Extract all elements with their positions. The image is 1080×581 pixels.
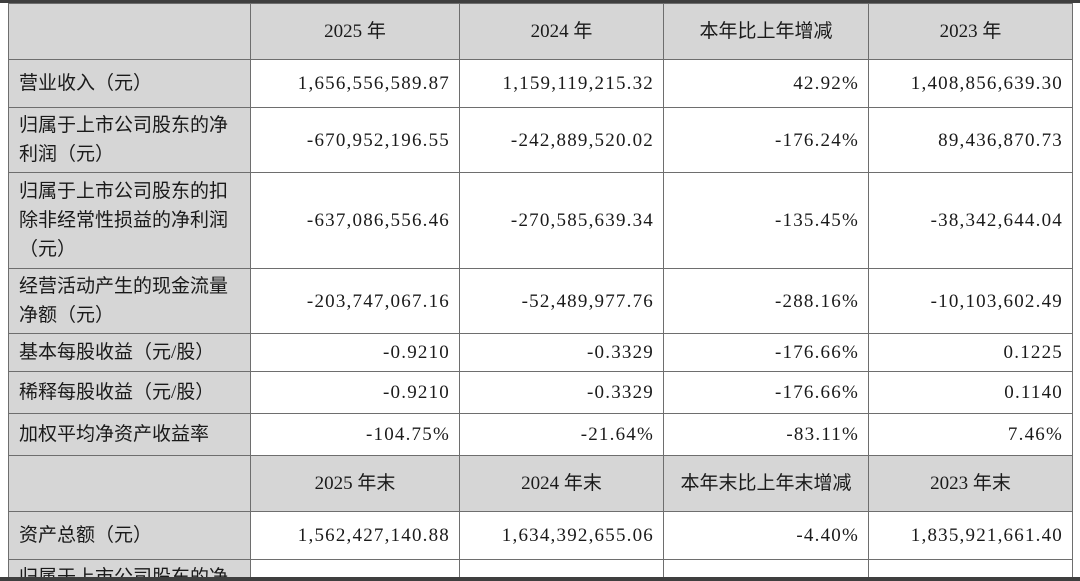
- row-label: 稀释每股收益（元/股）: [8, 371, 251, 414]
- blank-header-cell: [8, 455, 251, 512]
- bottom-rule-line: [0, 577, 1080, 581]
- table-row-total-assets: 资产总额（元） 1,562,427,140.88 1,634,392,655.0…: [8, 511, 1073, 560]
- row-label: 加权平均净资产收益率: [8, 413, 251, 456]
- header-yearend-change: 本年末比上年末增减: [663, 455, 869, 512]
- value-2025: -104.75%: [250, 413, 460, 456]
- header-2025: 2025 年: [250, 3, 460, 60]
- top-rule-line: [0, 0, 1080, 3]
- row-label: 基本每股收益（元/股）: [8, 333, 251, 372]
- key-financials-table: 2025 年 2024 年 本年比上年增减 2023 年 营业收入（元） 1,6…: [8, 3, 1073, 581]
- value-change: -288.16%: [663, 268, 869, 334]
- table-row-weighted-avg-roe: 加权平均净资产收益率 -104.75% -21.64% -83.11% 7.46…: [8, 413, 1073, 456]
- value-2025: -0.9210: [250, 371, 460, 414]
- table-row-net-assets: 归属于上市公司股东的净资产（元） 295,639,350.82 985,463,…: [8, 559, 1073, 581]
- header-2023-yearend: 2023 年末: [868, 455, 1073, 512]
- value-change: -4.40%: [663, 511, 869, 560]
- row-label: 资产总额（元）: [8, 511, 251, 560]
- blank-header-cell: [8, 3, 251, 60]
- value-2024: -270,585,639.34: [459, 172, 664, 269]
- value-2024: -0.3329: [459, 333, 664, 372]
- value-change: 42.92%: [663, 59, 869, 108]
- value-2023: 1,245,073,821.74: [868, 559, 1073, 581]
- table-row-basic-eps: 基本每股收益（元/股） -0.9210 -0.3329 -176.66% 0.1…: [8, 333, 1073, 372]
- value-2024: 985,463,092.88: [459, 559, 664, 581]
- header-yoy-change: 本年比上年增减: [663, 3, 869, 60]
- value-change: -176.66%: [663, 333, 869, 372]
- value-2024: -0.3329: [459, 371, 664, 414]
- value-change: -176.66%: [663, 371, 869, 414]
- row-label: 经营活动产生的现金流量净额（元）: [8, 268, 251, 334]
- header-2023: 2023 年: [868, 3, 1073, 60]
- row-label: 归属于上市公司股东的净利润（元）: [8, 107, 251, 173]
- table-row-revenue: 营业收入（元） 1,656,556,589.87 1,159,119,215.3…: [8, 59, 1073, 108]
- value-2024: -242,889,520.02: [459, 107, 664, 173]
- value-change: -176.24%: [663, 107, 869, 173]
- table-row-operating-cash-flow: 经营活动产生的现金流量净额（元） -203,747,067.16 -52,489…: [8, 268, 1073, 334]
- table-row-diluted-eps: 稀释每股收益（元/股） -0.9210 -0.3329 -176.66% 0.1…: [8, 371, 1073, 414]
- value-2023: 1,835,921,661.40: [868, 511, 1073, 560]
- value-change: -83.11%: [663, 413, 869, 456]
- table-row-net-profit-excl-nonrecurring: 归属于上市公司股东的扣除非经常性损益的净利润（元） -637,086,556.4…: [8, 172, 1073, 269]
- annual-header-row: 2025 年 2024 年 本年比上年增减 2023 年: [8, 3, 1073, 60]
- value-change: -135.45%: [663, 172, 869, 269]
- value-2024: -21.64%: [459, 413, 664, 456]
- header-2024: 2024 年: [459, 3, 664, 60]
- yearend-header-row: 2025 年末 2024 年末 本年末比上年末增减 2023 年末: [8, 455, 1073, 512]
- value-change: -70.00%: [663, 559, 869, 581]
- value-2023: 89,436,870.73: [868, 107, 1073, 173]
- value-2023: 0.1225: [868, 333, 1073, 372]
- value-2023: -10,103,602.49: [868, 268, 1073, 334]
- value-2023: -38,342,644.04: [868, 172, 1073, 269]
- value-2025: -637,086,556.46: [250, 172, 460, 269]
- header-2024-yearend: 2024 年末: [459, 455, 664, 512]
- table-row-net-profit: 归属于上市公司股东的净利润（元） -670,952,196.55 -242,88…: [8, 107, 1073, 173]
- value-2023: 0.1140: [868, 371, 1073, 414]
- value-2025: 1,656,556,589.87: [250, 59, 460, 108]
- value-2025: 1,562,427,140.88: [250, 511, 460, 560]
- value-2025: 295,639,350.82: [250, 559, 460, 581]
- header-2025-yearend: 2025 年末: [250, 455, 460, 512]
- value-2023: 7.46%: [868, 413, 1073, 456]
- value-2024: 1,634,392,655.06: [459, 511, 664, 560]
- value-2025: -0.9210: [250, 333, 460, 372]
- value-2024: 1,159,119,215.32: [459, 59, 664, 108]
- value-2024: -52,489,977.76: [459, 268, 664, 334]
- row-label: 营业收入（元）: [8, 59, 251, 108]
- value-2025: -203,747,067.16: [250, 268, 460, 334]
- value-2025: -670,952,196.55: [250, 107, 460, 173]
- value-2023: 1,408,856,639.30: [868, 59, 1073, 108]
- row-label: 归属于上市公司股东的扣除非经常性损益的净利润（元）: [8, 172, 251, 269]
